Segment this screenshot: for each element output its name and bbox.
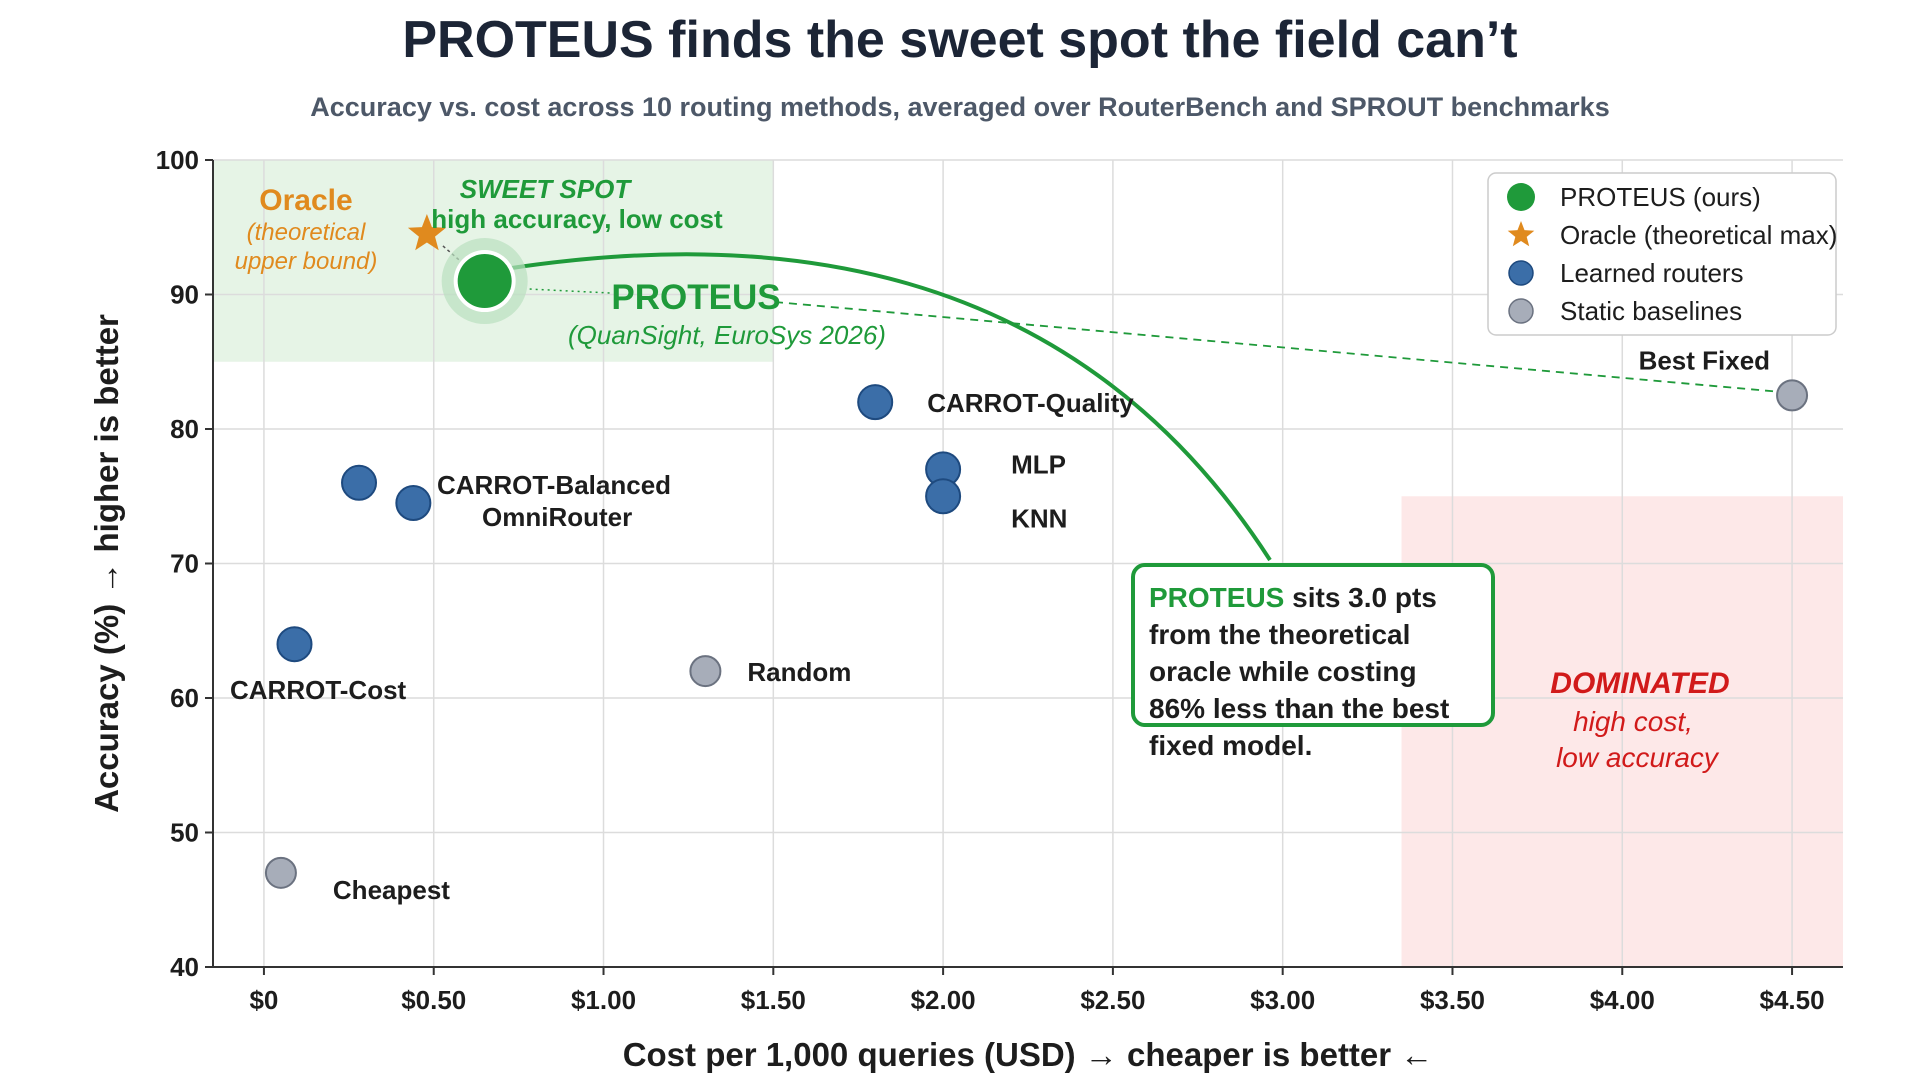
point-oracle bbox=[407, 214, 446, 251]
label-random: Random bbox=[747, 657, 851, 687]
label-mlp: MLP bbox=[1011, 449, 1066, 479]
x-tick-label: $2.00 bbox=[911, 985, 976, 1015]
y-tick-label: 50 bbox=[170, 818, 199, 848]
point-carrot-balanced bbox=[341, 464, 378, 501]
label-carrot-quality: CARROT-Quality bbox=[927, 388, 1134, 418]
x-tick-label: $3.50 bbox=[1420, 985, 1485, 1015]
label-omnirouter: OmniRouter bbox=[482, 502, 632, 532]
proteus-annotation-text: (QuanSight, EuroSys 2026) bbox=[568, 320, 886, 350]
dominated-title: DOMINATED bbox=[1550, 667, 1729, 700]
point-carrot-quality bbox=[857, 384, 894, 421]
point-carrot-cost bbox=[276, 626, 313, 663]
callout-arrow bbox=[504, 252, 1272, 562]
callout-box: PROTEUS sits 3.0 pts from the theoretica… bbox=[1131, 563, 1495, 761]
proteus-annotation-title: PROTEUS bbox=[611, 278, 780, 317]
chart-subtitle: Accuracy vs. cost across 10 routing meth… bbox=[310, 92, 1610, 122]
x-tick-label: $0.50 bbox=[401, 985, 466, 1015]
label-cheapest: Cheapest bbox=[333, 875, 450, 905]
legend-label-oracle: Oracle (theoretical max) bbox=[1560, 220, 1837, 250]
point-proteus bbox=[457, 254, 512, 309]
x-tick-label: $4.50 bbox=[1760, 985, 1825, 1015]
oracle-annotation-line2: upper bound) bbox=[235, 248, 378, 275]
legend-label-static: Static baselines bbox=[1560, 296, 1742, 326]
oracle-annotation-title: Oracle bbox=[259, 184, 352, 217]
dominated-line1: high cost, bbox=[1573, 706, 1693, 737]
x-tick-label: $1.50 bbox=[741, 985, 806, 1015]
point-random bbox=[689, 655, 722, 688]
oracle-annotation-line1: (theoretical bbox=[247, 219, 366, 246]
legend-marker-proteus bbox=[1507, 183, 1535, 211]
chart-title: PROTEUS finds the sweet spot the field c… bbox=[402, 11, 1518, 69]
legend-label-learned: Learned routers bbox=[1560, 258, 1744, 288]
callout-highlight: PROTEUS bbox=[1149, 582, 1285, 613]
callout-text: sits 3.0 pts from the theoretical oracle… bbox=[1149, 582, 1450, 761]
legend-marker-static bbox=[1508, 298, 1534, 324]
legend-marker-oracle bbox=[1507, 221, 1535, 247]
dominated-line2: low accuracy bbox=[1556, 742, 1720, 773]
sweet-spot-title: SWEET SPOT bbox=[460, 174, 633, 204]
x-tick-label: $2.50 bbox=[1080, 985, 1145, 1015]
label-knn: KNN bbox=[1011, 503, 1067, 533]
y-tick-label: 100 bbox=[156, 145, 199, 175]
proteus-label-leader bbox=[529, 288, 611, 294]
point-cheapest bbox=[264, 856, 297, 889]
x-tick-label: $1.00 bbox=[571, 985, 636, 1015]
label-carrot-balanced: CARROT-Balanced bbox=[437, 470, 671, 500]
point-omnirouter bbox=[395, 484, 432, 521]
legend-marker-learned bbox=[1508, 260, 1534, 286]
y-tick-label: 60 bbox=[170, 683, 199, 713]
x-axis-title: Cost per 1,000 queries (USD) → cheaper i… bbox=[623, 1036, 1434, 1073]
label-carrot-cost: CARROT-Cost bbox=[230, 675, 407, 705]
y-tick-label: 90 bbox=[170, 280, 199, 310]
legend-box bbox=[1487, 172, 1837, 336]
legend-label-proteus: PROTEUS (ours) bbox=[1560, 182, 1761, 212]
x-tick-label: $0 bbox=[249, 985, 278, 1015]
y-tick-label: 80 bbox=[170, 414, 199, 444]
x-tick-label: $3.00 bbox=[1250, 985, 1315, 1015]
sweet-spot-text: high accuracy, low cost bbox=[431, 204, 723, 234]
y-tick-label: 70 bbox=[170, 549, 199, 579]
point-best-fixed bbox=[1776, 379, 1809, 412]
y-tick-label: 40 bbox=[170, 952, 199, 982]
label-best-fixed: Best Fixed bbox=[1639, 345, 1771, 375]
y-axis-title: Accuracy (%) → higher is better bbox=[88, 314, 125, 813]
x-tick-label: $4.00 bbox=[1590, 985, 1655, 1015]
point-knn bbox=[925, 478, 962, 515]
